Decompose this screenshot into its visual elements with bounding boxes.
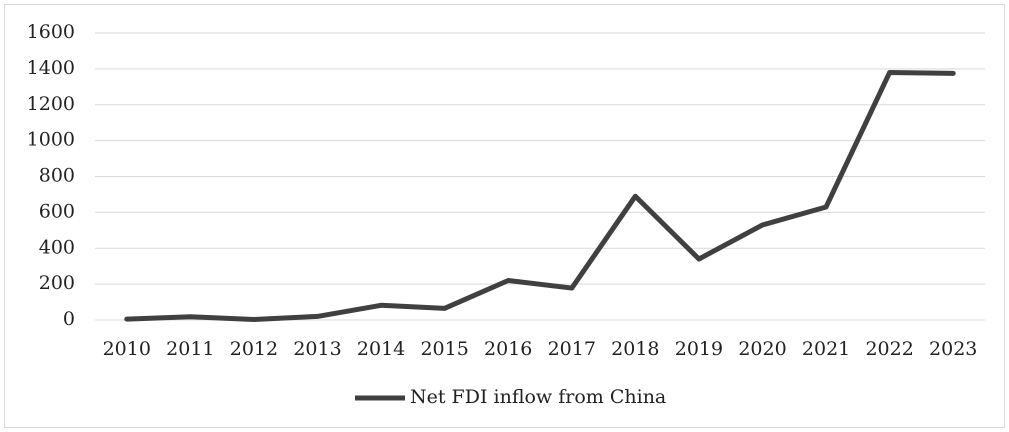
- x-tick-label: 2021: [802, 338, 850, 360]
- x-tick-label: 2013: [293, 338, 341, 360]
- x-tick-label: 2018: [611, 338, 659, 360]
- x-tick-label: 2015: [420, 338, 468, 360]
- y-tick-label: 800: [39, 165, 75, 187]
- y-tick-label: 1400: [27, 57, 75, 79]
- y-tick-label: 1600: [27, 21, 75, 43]
- y-tick-label: 1200: [27, 93, 75, 115]
- x-tick-label: 2016: [484, 338, 532, 360]
- y-tick-label: 400: [39, 236, 75, 258]
- chart-frame: [4, 4, 1005, 428]
- y-tick-label: 200: [39, 272, 75, 294]
- series-line: [124, 69, 956, 322]
- x-tick-label: 2023: [929, 338, 977, 360]
- x-tick-label: 2014: [357, 338, 405, 360]
- x-tick-label: 2012: [230, 338, 278, 360]
- legend-label: Net FDI inflow from China: [410, 386, 666, 408]
- x-tick-label: 2010: [103, 338, 151, 360]
- y-tick-label: 0: [63, 308, 75, 330]
- y-tick-label: 600: [39, 200, 75, 222]
- x-tick-label: 2017: [548, 338, 596, 360]
- x-tick-label: 2011: [166, 338, 214, 360]
- y-tick-label: 1000: [27, 129, 75, 151]
- x-tick-label: 2022: [865, 338, 913, 360]
- x-tick-label: 2020: [738, 338, 786, 360]
- x-tick-label: 2019: [675, 338, 723, 360]
